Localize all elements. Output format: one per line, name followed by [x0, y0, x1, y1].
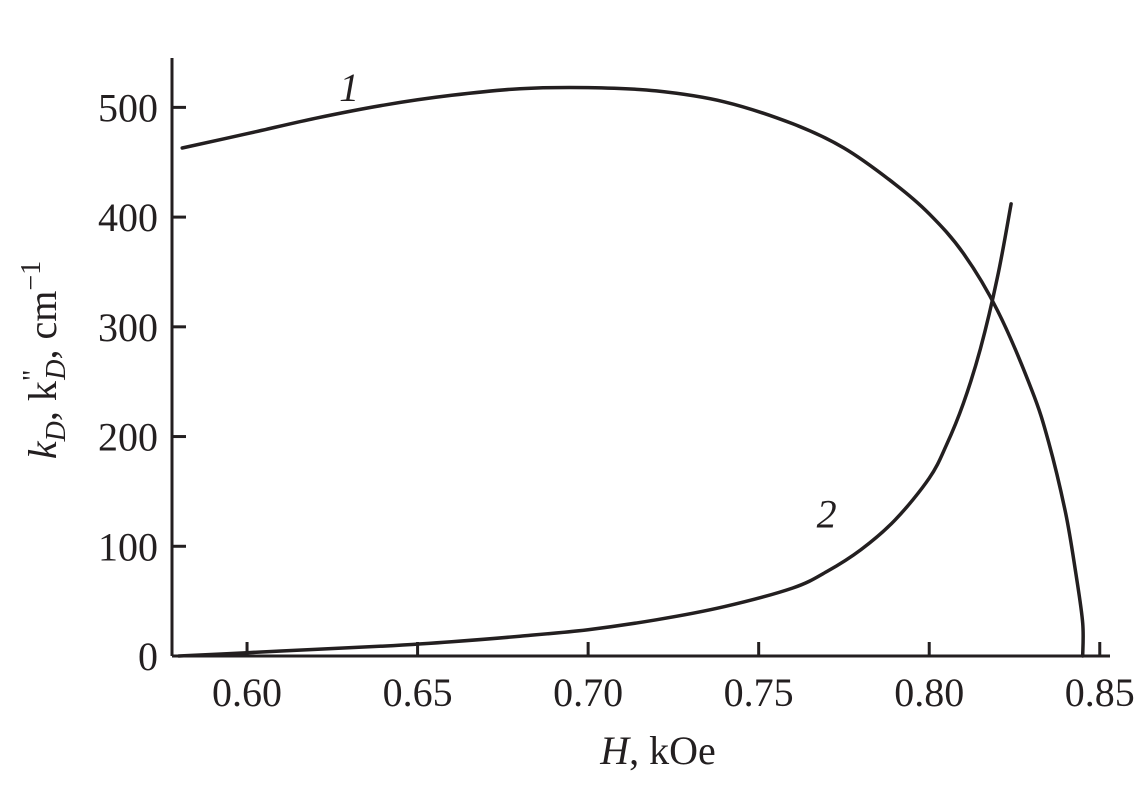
y-tick-label: 300 [98, 305, 158, 350]
x-tick-label: 0.70 [553, 670, 623, 715]
y-tick-label: 200 [98, 415, 158, 460]
x-tick-label: 0.60 [212, 670, 282, 715]
series-2-line [177, 202, 1013, 658]
y-axis-title: kD, k"D, cm−1 [16, 261, 72, 459]
series-1-label: 1 [339, 65, 359, 110]
x-tick-label: 0.80 [894, 670, 964, 715]
y-tick-label: 0 [138, 634, 158, 679]
x-tick-label: 0.65 [383, 670, 453, 715]
x-tick-label: 0.85 [1065, 670, 1135, 715]
y-tick-label: 100 [98, 524, 158, 569]
y-tick-label: 500 [98, 85, 158, 130]
x-axis-ticks: 0.60 0.65 0.70 0.75 0.80 0.85 [212, 642, 1135, 715]
series-1-line [180, 85, 1085, 658]
x-tick-label: 0.75 [724, 670, 794, 715]
y-tick-label: 400 [98, 195, 158, 240]
series-layer: 12 [177, 65, 1085, 658]
axes [170, 58, 1110, 658]
series-2-label: 2 [817, 492, 837, 537]
y-axis-ticks: 0 100 200 300 400 500 [98, 85, 186, 679]
x-axis-title: H, kOe [599, 728, 716, 773]
